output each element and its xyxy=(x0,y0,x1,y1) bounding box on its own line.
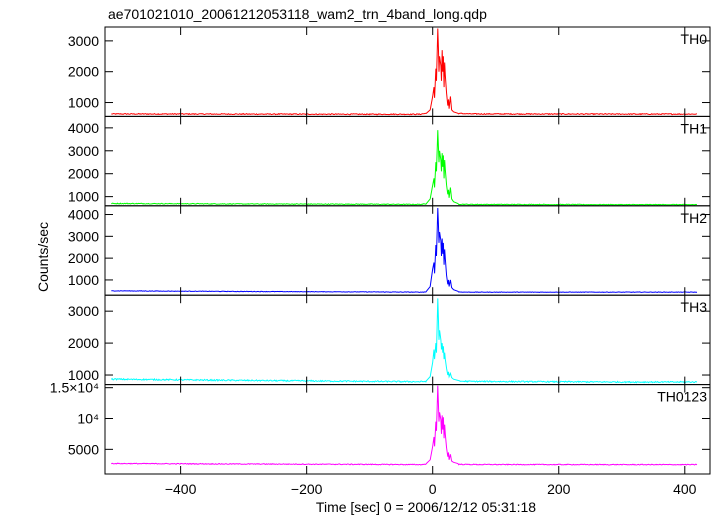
y-tick-label: 2000 xyxy=(68,64,99,80)
panel-th1: 1000 2000 3000 4000 TH1 xyxy=(68,115,711,207)
x-tick-label: −200 xyxy=(291,481,323,497)
panel-frame xyxy=(104,294,711,386)
panel-frame xyxy=(104,384,711,475)
y-tick-label: 3000 xyxy=(68,143,99,159)
y-tick-label: 2000 xyxy=(68,335,99,351)
y-tick-label: 1000 xyxy=(68,95,99,111)
y-tick-label: 4000 xyxy=(68,120,99,136)
y-tick-label: 1.5×10⁴ xyxy=(50,380,99,396)
panel-frame xyxy=(104,26,711,117)
series-th0-line xyxy=(111,28,698,116)
x-axis: −400 −200 0 200 400 xyxy=(165,481,697,497)
y-tick-label: 3000 xyxy=(68,228,99,244)
panels: 1000 2000 3000 TH0 1000 2000 3000 4000 TH1 1000 20… xyxy=(50,26,711,475)
x-tick-label: −400 xyxy=(165,481,197,497)
series-th1-line xyxy=(111,130,698,206)
series-th3-line xyxy=(110,298,698,384)
panel-frame xyxy=(104,205,711,296)
panel-th0123: 5000 10⁴ 1.5×10⁴ TH0123 xyxy=(50,380,711,475)
panel-label-th1: TH1 xyxy=(681,120,708,136)
y-axis-label: Counts/sec xyxy=(35,222,51,292)
panel-label-th3: TH3 xyxy=(681,299,708,315)
x-tick-label: 0 xyxy=(429,481,437,497)
panel-frame xyxy=(104,115,711,207)
y-tick-label: 2000 xyxy=(68,250,99,266)
panel-label-th0123: TH0123 xyxy=(657,389,707,405)
y-tick-label: 1000 xyxy=(68,367,99,383)
panel-label-th0: TH0 xyxy=(681,31,708,47)
y-tick-label: 3000 xyxy=(68,33,99,49)
x-tick-label: 200 xyxy=(547,481,571,497)
y-tick-label: 1000 xyxy=(68,189,99,205)
series-th0123-line xyxy=(111,385,698,466)
x-axis-label: Time [sec] 0 = 2006/12/12 05:31:18 xyxy=(316,499,536,515)
y-tick-label: 5000 xyxy=(68,441,99,457)
y-tick-label: 4000 xyxy=(68,207,99,223)
series-th2-line xyxy=(111,207,698,293)
y-tick-label: 10⁴ xyxy=(77,411,99,427)
y-tick-label: 2000 xyxy=(68,166,99,182)
y-tick-label: 1000 xyxy=(68,272,99,288)
plot-title: ae701021010_20061212053118_wam2_trn_4ban… xyxy=(108,6,487,22)
panel-th0: 1000 2000 3000 TH0 xyxy=(68,26,711,117)
panel-th3: 1000 2000 3000 TH3 xyxy=(68,294,711,386)
panel-th2: 1000 2000 3000 4000 TH2 xyxy=(68,205,711,296)
panel-label-th2: TH2 xyxy=(681,210,708,226)
x-tick-label: 400 xyxy=(673,481,697,497)
y-tick-label: 3000 xyxy=(68,303,99,319)
